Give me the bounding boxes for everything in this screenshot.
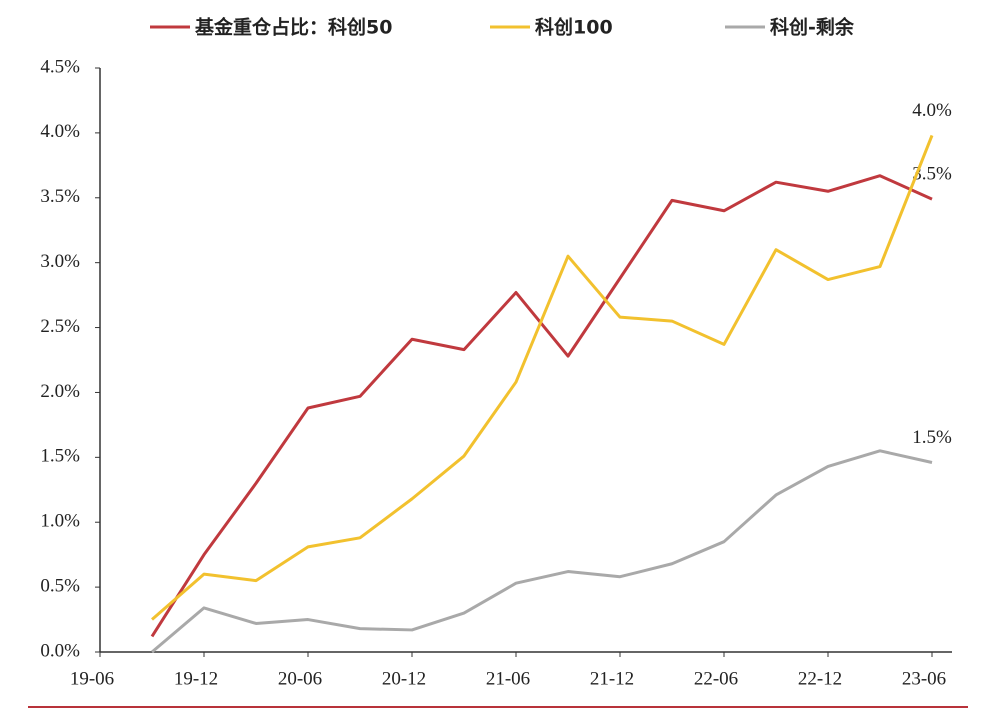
series-line [151,134,934,621]
y-tick-label: 4.0% [40,121,80,142]
x-tick-label: 19-12 [174,668,218,689]
x-tick-label: 23-06 [902,668,946,689]
y-tick-label: 3.5% [40,186,80,207]
y-tick-label: 4.5% [40,56,80,77]
y-tick-label: 2.5% [40,316,80,337]
x-tick-label: 19-06 [70,668,114,689]
legend-label: 科创-剩余 [770,16,855,39]
y-tick-label: 0.5% [40,575,80,596]
value-label: 1.5% [912,427,952,448]
value-label: 3.5% [912,163,952,184]
x-tick-label: 22-06 [694,668,738,689]
series-line [151,449,933,654]
y-tick-label: 1.5% [40,446,80,467]
x-tick-label: 22-12 [798,668,842,689]
x-tick-label: 20-06 [278,668,322,689]
x-tick-label: 21-06 [486,668,530,689]
y-tick-label: 2.0% [40,381,80,402]
x-tick-label: 20-12 [382,668,426,689]
series-line [150,174,933,638]
x-tick-label: 21-12 [590,668,634,689]
legend-label: 基金重仓占比：科创50 [194,16,392,39]
y-tick-label: 3.0% [40,251,80,272]
legend-label: 科创100 [535,16,613,39]
value-label: 4.0% [912,100,952,121]
y-tick-label: 1.0% [40,511,80,532]
y-tick-label: 0.0% [40,640,80,661]
